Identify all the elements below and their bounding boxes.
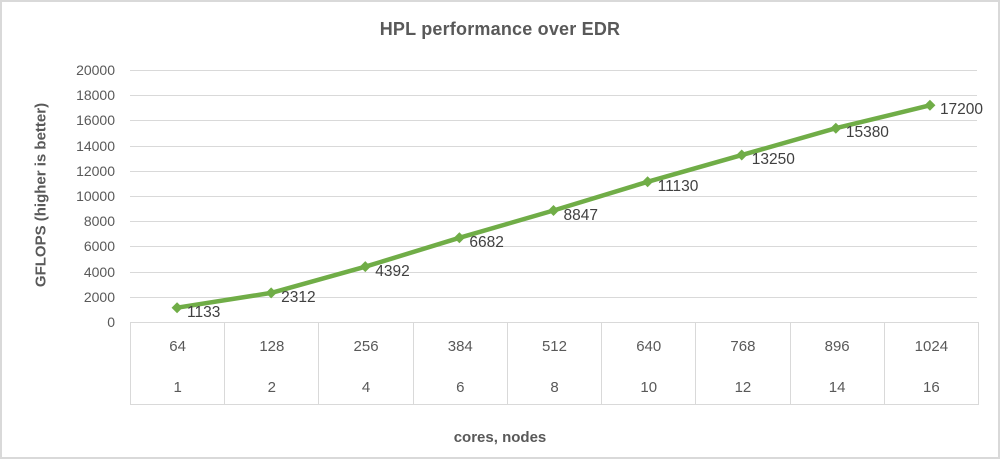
- data-point-marker: [830, 122, 842, 134]
- x-axis-title: cores, nodes: [453, 429, 547, 446]
- category-cell: 512 8: [506, 323, 601, 404]
- category-nodes-label: 10: [640, 378, 658, 396]
- category-cell: 384 6: [412, 323, 507, 404]
- category-cores-label: 128: [259, 338, 285, 355]
- category-cell: 768 12: [695, 323, 789, 404]
- data-point-marker: [359, 261, 371, 273]
- category-cell: 896 14: [789, 323, 884, 404]
- category-cores-label: 1024: [914, 338, 949, 355]
- category-axis-table: 64 1 128 2 256 4 384 6 512 8 640 10 768 12 896 14 1024 16: [130, 322, 979, 405]
- category-cores-label: 64: [169, 338, 186, 355]
- category-cell: 128 2: [224, 323, 318, 404]
- y-tick-label: 4000: [83, 263, 115, 280]
- y-tick-label: 10000: [76, 188, 115, 204]
- y-tick-label: 16000: [76, 112, 115, 129]
- data-label: 11130: [657, 177, 699, 195]
- data-label: 15380: [845, 124, 889, 142]
- data-point-marker: [548, 205, 559, 217]
- data-point-marker: [642, 176, 654, 188]
- data-label: 8847: [563, 206, 598, 224]
- category-cell: 640 10: [601, 323, 695, 404]
- data-label: 17200: [939, 101, 984, 119]
- category-nodes-label: 1: [173, 378, 182, 396]
- y-tick-label: 2000: [83, 288, 115, 305]
- category-cell: 64 1: [131, 323, 224, 404]
- category-nodes-label: 12: [734, 378, 752, 396]
- data-point-marker: [736, 149, 748, 161]
- data-point-marker: [171, 302, 183, 314]
- data-point-marker: [924, 99, 936, 111]
- data-point-marker: [453, 232, 465, 244]
- data-label: 13250: [751, 151, 795, 169]
- data-label: 6682: [469, 233, 504, 251]
- y-tick-label: 6000: [83, 238, 115, 255]
- category-nodes-label: 14: [828, 378, 846, 396]
- category-cell: 1024 16: [883, 323, 978, 404]
- category-cores-label: 512: [541, 338, 567, 355]
- category-cores-label: 256: [353, 338, 379, 355]
- data-label: 4392: [375, 262, 410, 280]
- chart-title: HPL performance over EDR: [379, 19, 621, 39]
- category-nodes-label: 6: [456, 378, 465, 396]
- category-cores-label: 768: [730, 338, 756, 355]
- y-tick-label: 18000: [76, 87, 115, 104]
- data-point-marker: [265, 287, 277, 299]
- y-tick-label: 8000: [83, 213, 115, 230]
- category-nodes-label: 16: [923, 378, 940, 396]
- data-label: 2312: [281, 288, 316, 306]
- category-cores-label: 384: [447, 338, 473, 355]
- data-label: 1133: [187, 303, 221, 321]
- y-tick-label: 20000: [76, 62, 115, 78]
- category-cores-label: 640: [636, 338, 662, 355]
- category-nodes-label: 2: [267, 378, 276, 396]
- category-nodes-label: 8: [550, 378, 559, 396]
- category-cores-label: 896: [824, 338, 850, 355]
- y-tick-label: 14000: [76, 137, 115, 154]
- category-nodes-label: 4: [361, 378, 371, 396]
- category-cell: 256 4: [318, 323, 412, 404]
- y-tick-label: 12000: [76, 162, 115, 179]
- y-tick-label: 0: [107, 314, 115, 330]
